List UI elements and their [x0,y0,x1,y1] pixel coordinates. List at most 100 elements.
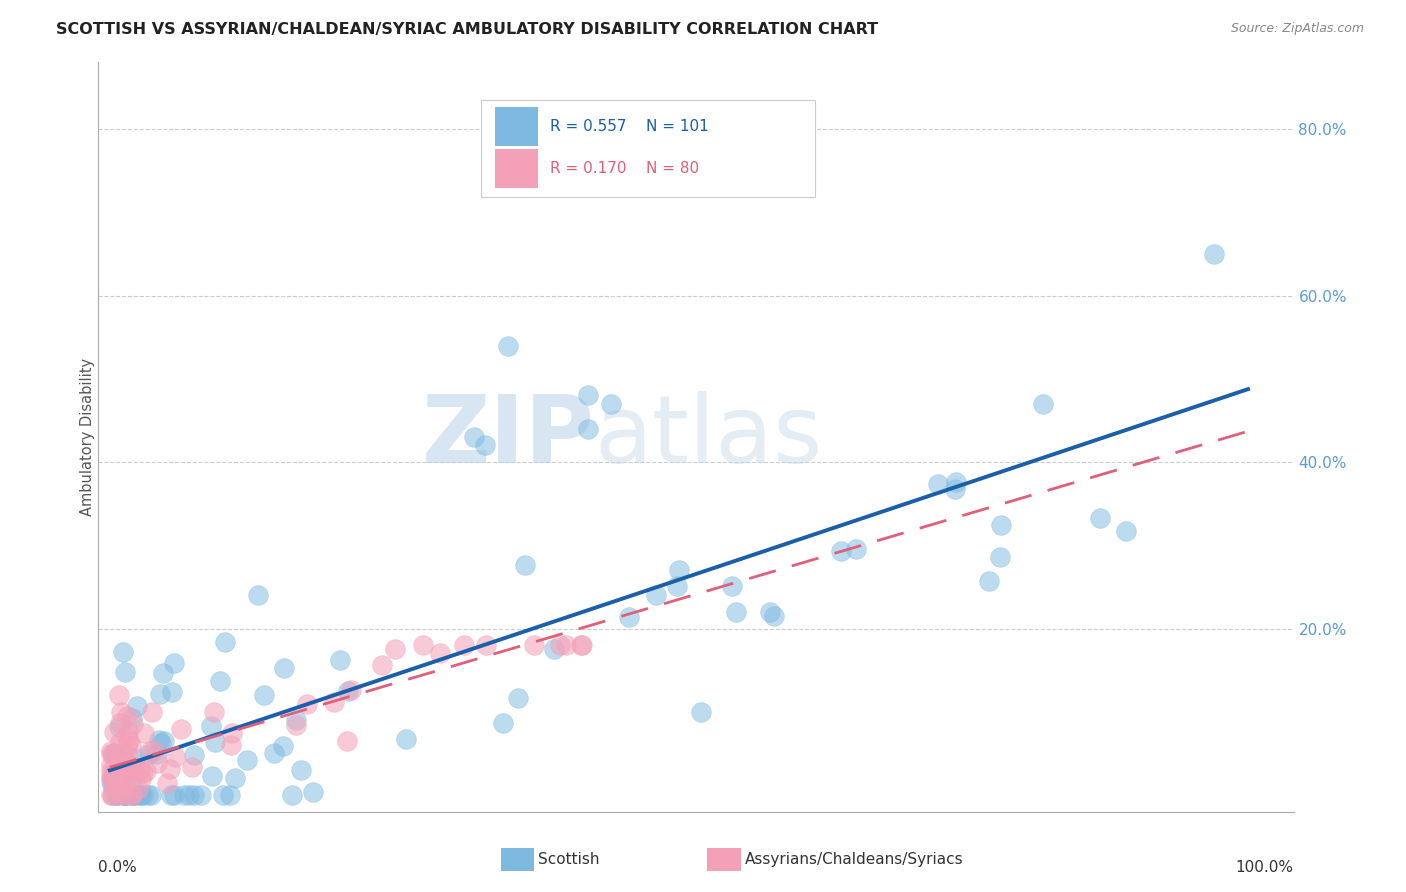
Point [111,769,134,783]
Point [830,544,852,558]
Point [122,760,145,774]
Point [554,638,576,652]
Point [108,735,131,749]
Point [108,783,131,797]
Point [281,788,304,802]
Text: Assyrians/Chaldeans/Syriacs: Assyrians/Chaldeans/Syriacs [745,853,963,867]
Point [103,771,125,785]
Point [284,717,307,731]
Point [496,338,519,352]
Point [219,788,242,802]
Point [163,750,186,764]
Point [183,747,205,762]
Point [453,638,475,652]
Point [118,734,141,748]
Point [105,765,128,780]
Point [114,778,136,792]
Point [1032,397,1054,411]
Point [107,764,129,778]
Point [108,773,131,788]
Point [100,788,122,802]
Point [571,638,593,652]
Point [979,574,1001,588]
Point [295,697,318,711]
Point [111,760,134,774]
Point [114,773,136,788]
Point [107,720,129,734]
Point [170,722,193,736]
Point [114,788,136,802]
Point [104,772,127,787]
Point [124,750,146,764]
Point [474,638,496,652]
Point [105,788,128,802]
Point [103,724,125,739]
Point [190,788,212,802]
Point [177,788,200,802]
Text: R = 0.557    N = 101: R = 0.557 N = 101 [550,120,709,135]
Text: Source: ZipAtlas.com: Source: ZipAtlas.com [1230,22,1364,36]
Point [762,608,785,623]
Point [1088,511,1111,525]
Point [252,688,274,702]
Point [1202,247,1225,261]
Point [988,549,1011,564]
Point [110,705,132,719]
Point [263,746,285,760]
Point [117,723,139,738]
Point [115,756,138,770]
Point [112,788,135,802]
Point [100,758,122,772]
Point [945,475,967,490]
Point [129,788,152,802]
Point [120,788,142,802]
Point [121,788,143,802]
Point [114,755,136,769]
Point [163,788,186,802]
Point [100,744,122,758]
Point [112,788,135,802]
Point [112,788,135,802]
Point [200,719,222,733]
Point [429,646,451,660]
Point [340,683,363,698]
Point [117,748,139,763]
Point [111,644,134,658]
Point [110,756,132,771]
Point [329,653,352,667]
Point [139,744,162,758]
Point [101,779,124,793]
Text: atlas: atlas [595,391,823,483]
Point [101,771,124,785]
Point [141,788,163,802]
Point [101,788,124,802]
Point [135,764,157,778]
Text: 0.0%: 0.0% [98,861,138,875]
FancyBboxPatch shape [481,100,815,197]
Point [114,665,136,679]
Y-axis label: Ambulatory Disability: Ambulatory Disability [80,358,94,516]
Point [412,638,434,652]
Point [115,709,138,723]
Point [103,781,125,796]
Point [100,773,122,788]
Point [129,788,152,802]
Point [120,778,142,792]
Point [160,788,183,802]
Point [112,760,135,774]
Point [569,638,592,652]
Point [543,641,565,656]
Point [1115,524,1137,539]
Point [668,563,690,577]
Point [105,788,128,802]
Point [105,756,128,771]
Point [149,687,172,701]
Point [181,760,204,774]
Point [115,788,138,802]
Point [101,746,124,760]
Point [101,788,124,802]
Point [371,658,394,673]
Point [107,778,129,792]
Point [148,732,170,747]
Point [202,705,225,719]
